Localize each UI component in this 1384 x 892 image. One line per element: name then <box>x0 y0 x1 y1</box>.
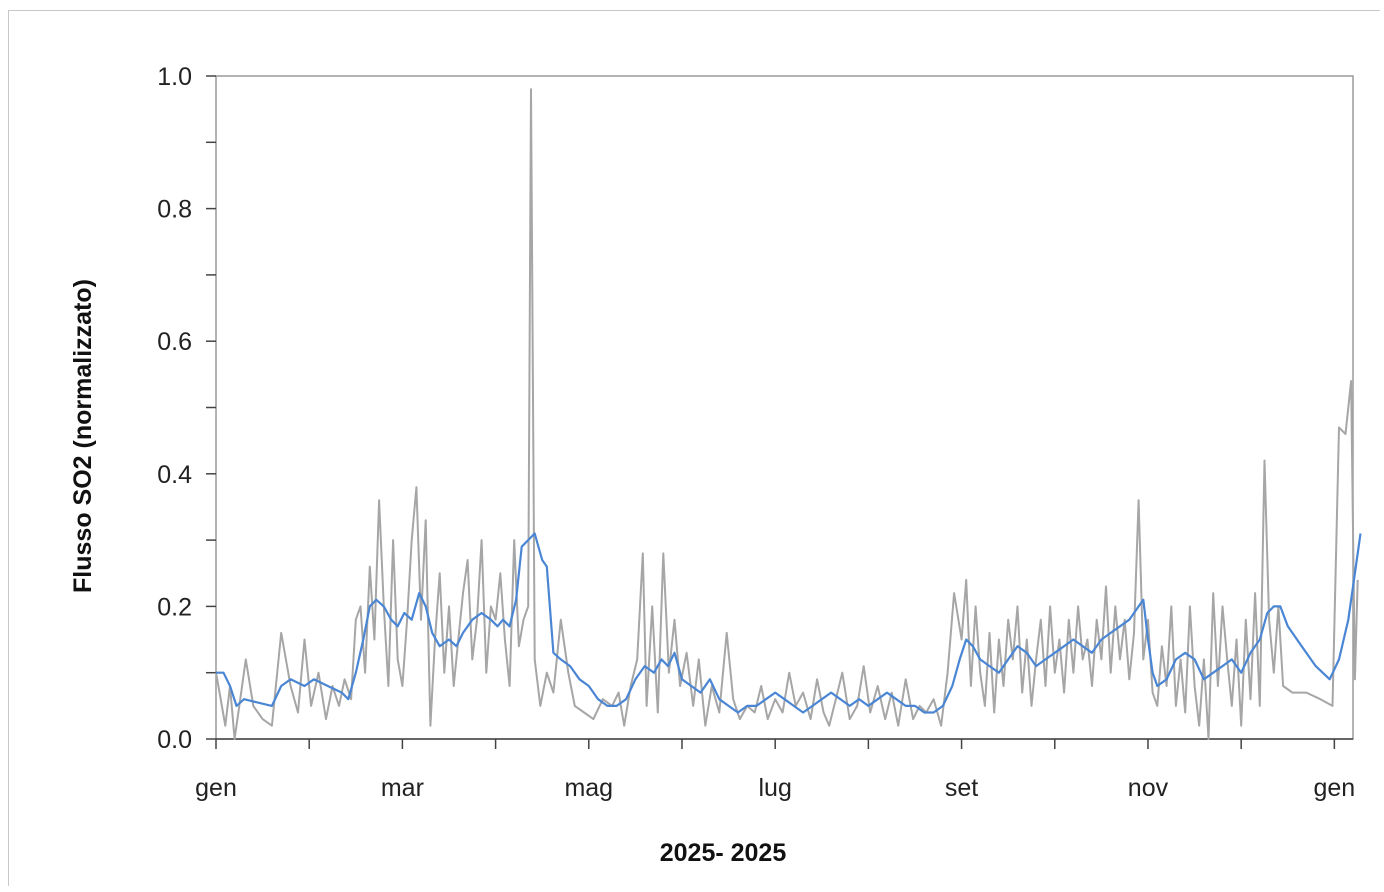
chart-frame: 0.0 0.2 0.4 0.6 0.8 1.0 gen mar mag lug set nov gen… <box>8 10 1380 886</box>
x-tick-label: gen <box>1314 774 1356 802</box>
x-tick-label: lug <box>758 774 791 802</box>
y-tick-label: 0.6 <box>157 328 192 356</box>
x-tick-label: mar <box>381 774 424 802</box>
y-tick-label: 0.4 <box>157 461 192 489</box>
y-tick-label: 0.2 <box>157 593 192 621</box>
y-tick-label: 0.8 <box>157 196 192 224</box>
so2-flux-chart: 0.00.20.40.60.81.0 gen mar mag lug set nov gen… <box>69 63 1362 867</box>
y-axis-ticks: 0.0 0.2 0.4 0.6 0.8 1.0 <box>157 63 216 754</box>
y-tick-label: 1.0 <box>157 63 192 91</box>
series-line-daily <box>215 88 1359 740</box>
x-tick-label: gen <box>195 774 237 802</box>
series-layer <box>215 88 1362 740</box>
y-axis-title: Flusso SO2 (normalizzato) <box>69 279 97 593</box>
y-tick-label: 0.0 <box>157 726 192 754</box>
x-axis-ticks: gen mar mag lug set nov gen <box>195 738 1356 802</box>
series-line-smoothed <box>216 532 1362 714</box>
x-axis-title: 2025- 2025 <box>660 839 787 867</box>
x-tick-label: set <box>945 774 978 802</box>
x-tick-label: nov <box>1128 774 1169 802</box>
x-tick-label: mag <box>564 774 613 802</box>
